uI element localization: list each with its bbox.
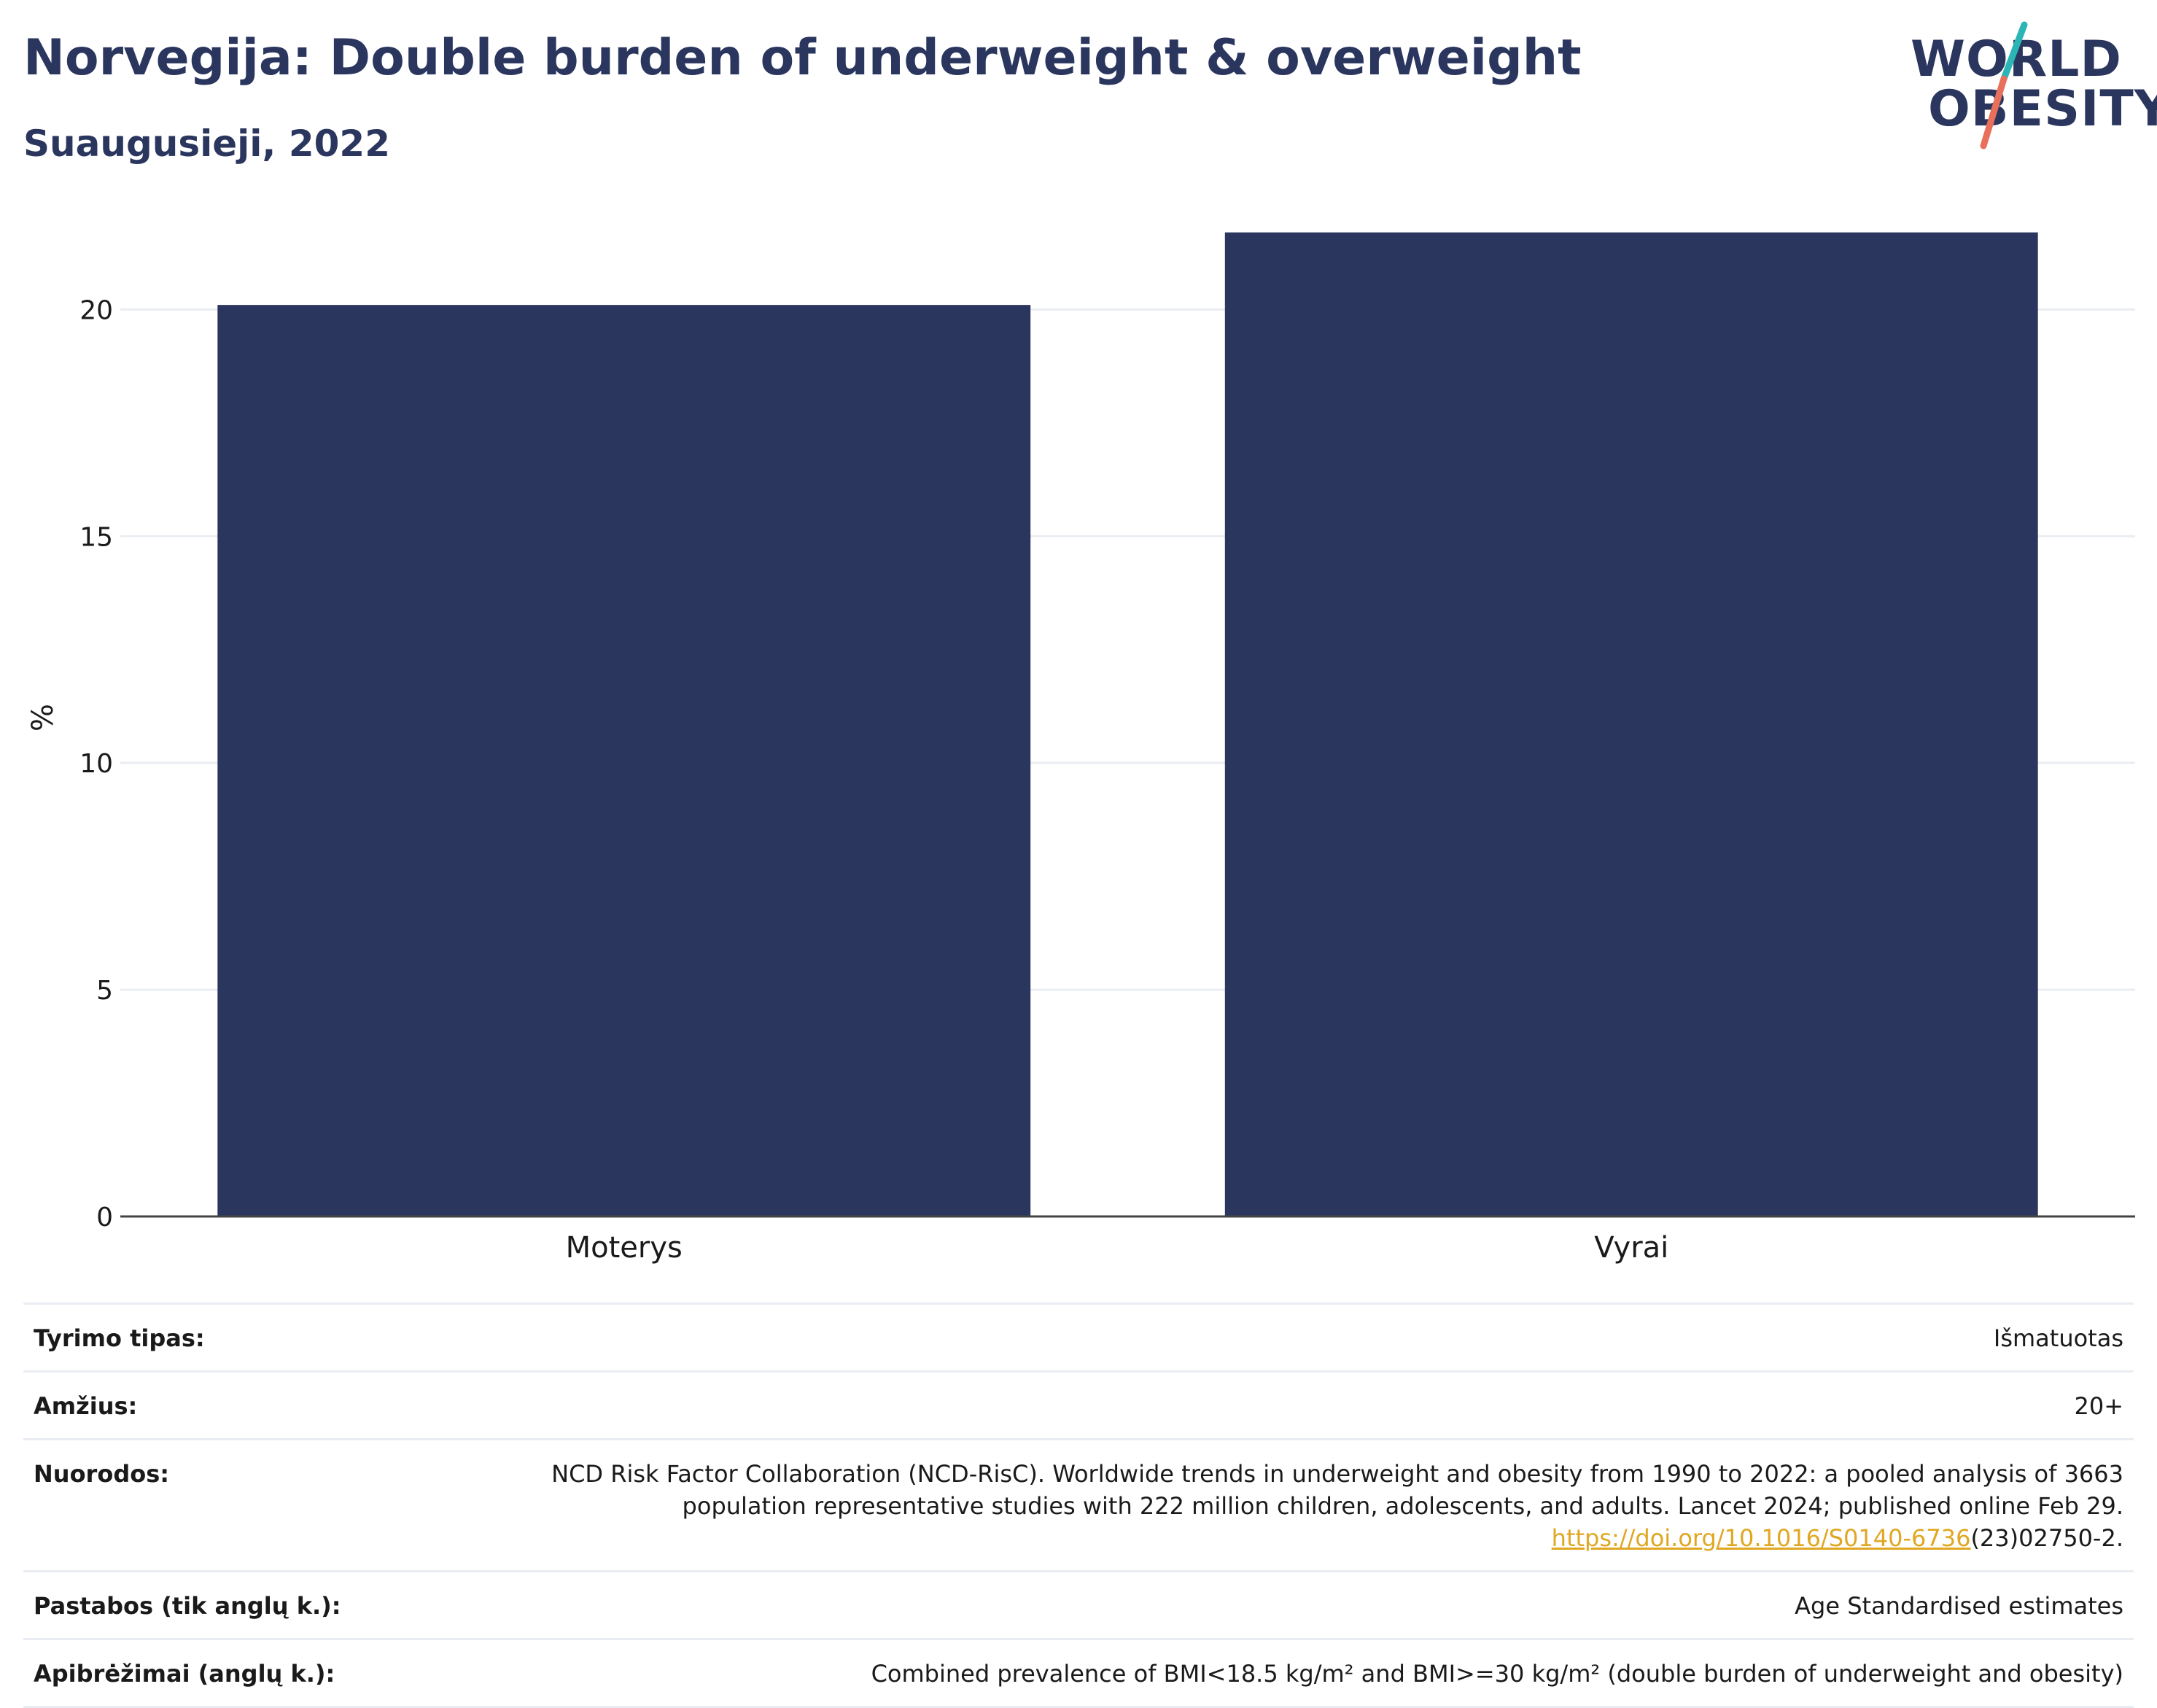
y-tick-label: 15: [79, 522, 113, 552]
y-tick-label: 10: [79, 749, 113, 779]
info-value: 20+: [2074, 1392, 2123, 1420]
info-label: Amžius:: [34, 1392, 138, 1420]
info-value: Age Standardised estimates: [1795, 1592, 2123, 1620]
page-subtitle: Suaugusieji, 2022: [23, 123, 390, 165]
y-tick-label: 0: [96, 1203, 113, 1233]
info-table: Tyrimo tipas: Išmatuotas Amžius: 20+ Nuo…: [23, 1303, 2134, 1708]
y-tick-label: 20: [79, 295, 113, 325]
world-obesity-logo: WORLD OBESITY: [1896, 20, 2157, 152]
info-label: Tyrimo tipas:: [34, 1324, 205, 1352]
reference-text: NCD Risk Factor Collaboration (NCD-RisC)…: [551, 1460, 2123, 1520]
bar-vyrai: [1224, 232, 2038, 1216]
y-tick-labels: 0 5 10 15 20: [79, 295, 113, 1233]
info-value: Combined prevalence of BMI<18.5 kg/m² an…: [871, 1660, 2123, 1688]
info-row-references: Nuorodos: NCD Risk Factor Collaboration …: [23, 1438, 2134, 1570]
info-row-definitions: Apibrėžimai (anglų k.): Combined prevale…: [23, 1638, 2134, 1708]
bar-chart: 0 5 10 15 20 Moterys Vyrai %: [26, 232, 2135, 1265]
logo-slash-icon: [1980, 21, 2028, 150]
info-row-notes: Pastabos (tik anglų k.): Age Standardise…: [23, 1570, 2134, 1638]
info-label: Pastabos (tik anglų k.):: [34, 1592, 341, 1620]
x-tick-label: Moterys: [566, 1231, 683, 1265]
x-tick-label: Vyrai: [1594, 1231, 1668, 1265]
info-label: Nuorodos:: [34, 1460, 170, 1488]
reference-link-suffix: (23)02750-2.: [1970, 1524, 2123, 1552]
y-axis-label: %: [26, 704, 60, 731]
info-label: Apibrėžimai (anglų k.):: [34, 1660, 335, 1688]
info-value: NCD Risk Factor Collaboration (NCD-RisC)…: [519, 1458, 2123, 1554]
reference-link[interactable]: https://doi.org/10.1016/S0140-6736: [1551, 1524, 1971, 1552]
y-tick-label: 5: [96, 976, 113, 1006]
info-row-survey-type: Tyrimo tipas: Išmatuotas: [23, 1303, 2134, 1370]
logo-line-2: OBESITY: [1928, 80, 2157, 138]
bars: [217, 232, 2038, 1216]
info-value: Išmatuotas: [1993, 1324, 2123, 1352]
info-row-age: Amžius: 20+: [23, 1370, 2134, 1438]
bar-moterys: [217, 305, 1031, 1216]
page-title: Norvegija: Double burden of underweight …: [23, 29, 1582, 87]
x-tick-labels: Moterys Vyrai: [566, 1231, 1669, 1265]
